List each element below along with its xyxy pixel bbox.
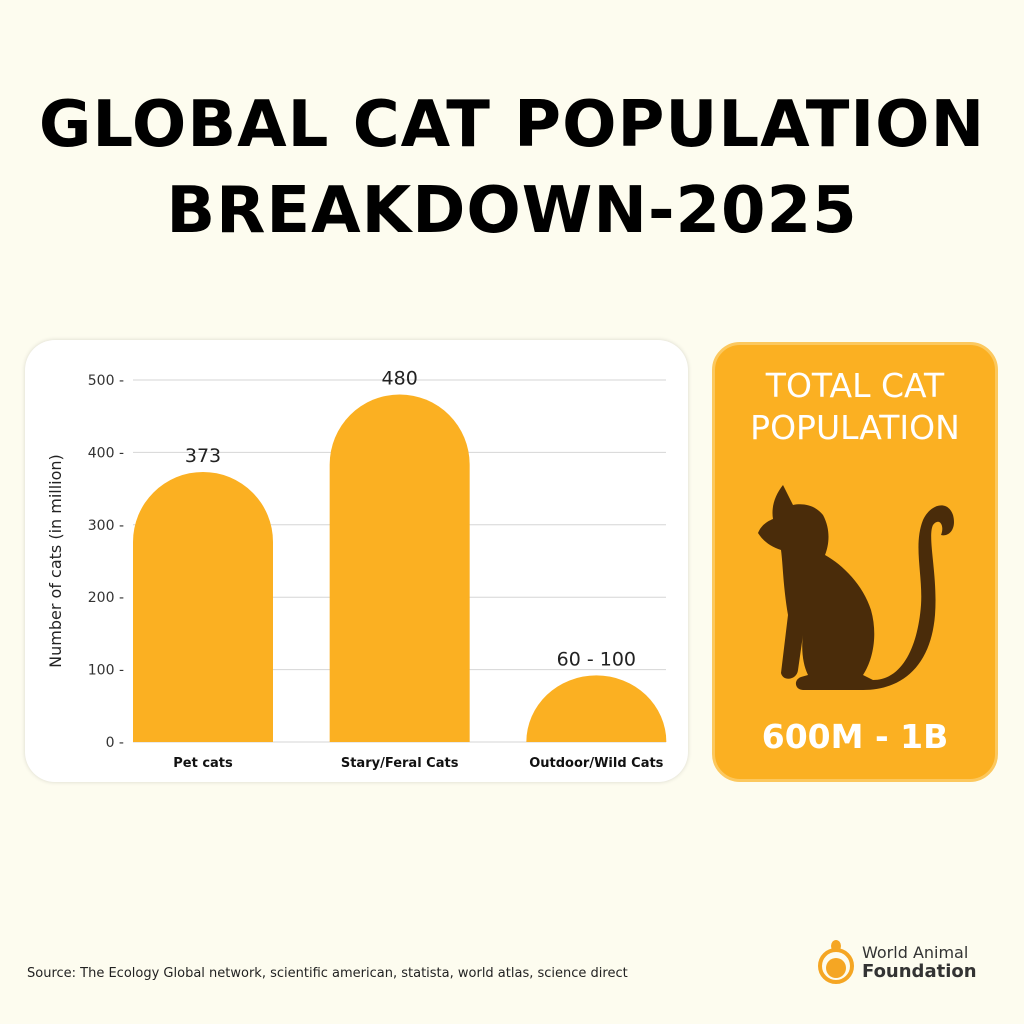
x-tick-label: Stary/Feral Cats — [341, 756, 459, 771]
total-title-line-1: TOTAL CAT — [765, 366, 945, 405]
total-title: TOTAL CAT POPULATION — [715, 365, 995, 449]
title-line-1: GLOBAL CAT POPULATION — [38, 88, 986, 162]
bar — [526, 675, 667, 742]
logo-line-1: World Animal — [862, 943, 969, 962]
y-tick-label: 200 - — [88, 590, 124, 606]
x-tick-label: Outdoor/Wild Cats — [529, 756, 663, 771]
logo: World Animal Foundation — [816, 938, 977, 986]
x-tick-label: Pet cats — [173, 756, 233, 771]
page-title: GLOBAL CAT POPULATION BREAKDOWN-2025 — [0, 82, 1024, 254]
total-value: 600M - 1B — [761, 717, 949, 756]
y-tick-label: 400 - — [88, 445, 124, 461]
y-tick-label: 500 - — [88, 373, 124, 389]
data-label: 60 - 100 — [557, 648, 636, 670]
y-axis-label: Number of cats (in million) — [46, 454, 65, 668]
bar — [133, 471, 273, 742]
data-label: 373 — [185, 445, 221, 467]
world-animal-foundation-logo-icon — [818, 940, 854, 984]
bar — [329, 394, 470, 742]
y-tick-label: 300 - — [88, 518, 124, 534]
y-tick-label: 0 - — [106, 735, 124, 751]
logo-line-2: Foundation — [862, 961, 977, 982]
total-population-card: TOTAL CAT POPULATION 600M - 1B — [712, 342, 998, 782]
total-title-line-2: POPULATION — [750, 408, 960, 447]
y-tick-label: 100 - — [88, 663, 124, 679]
title-line-2: BREAKDOWN-2025 — [166, 174, 858, 248]
cat-silhouette-icon — [758, 485, 954, 690]
data-label: 480 — [382, 367, 418, 389]
source-note: Source: The Ecology Global network, scie… — [27, 966, 628, 981]
